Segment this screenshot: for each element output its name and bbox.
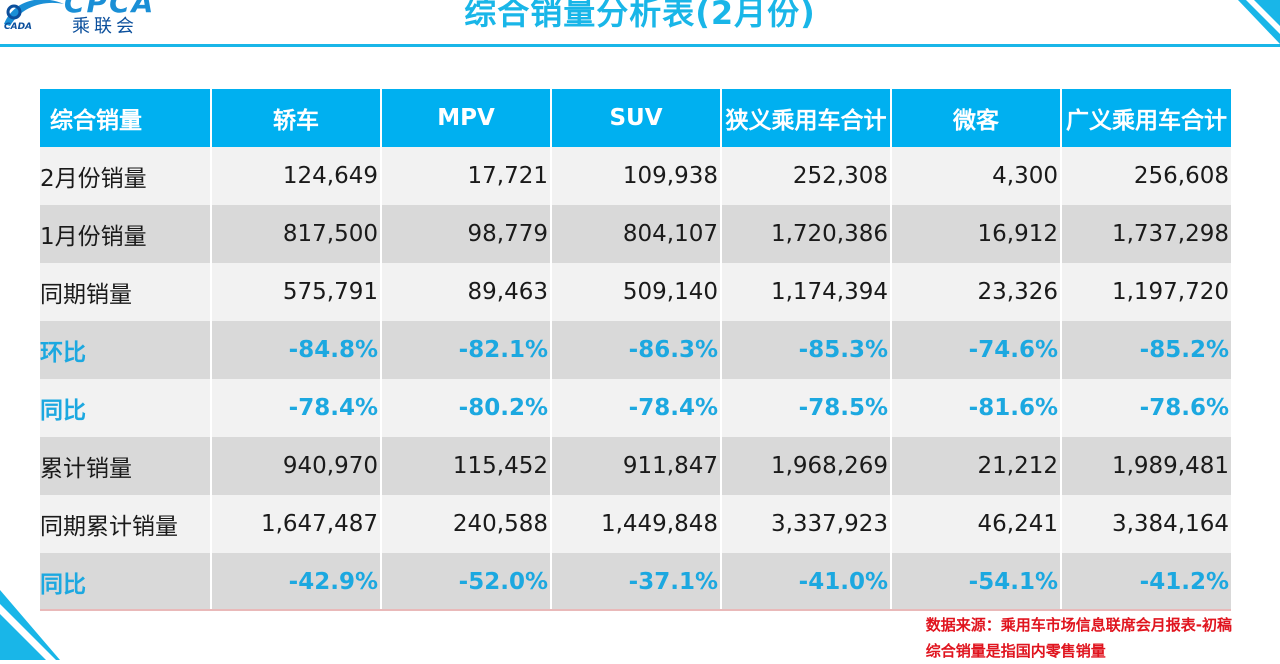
table-cell: -78.5% bbox=[721, 379, 892, 437]
column-header: 广义乘用车合计 bbox=[1061, 89, 1231, 147]
table-cell: 3,337,923 bbox=[721, 495, 892, 553]
cpca-logo: CPCA 乘联会 CADA bbox=[0, 0, 180, 40]
page-title: 综合销量分析表(2月份) bbox=[464, 0, 816, 32]
table-cell: 1,737,298 bbox=[1061, 205, 1231, 263]
table-row: 同期销量 575,791 89,463 509,140 1,174,394 23… bbox=[40, 263, 1231, 321]
corner-decoration-icon bbox=[0, 590, 60, 660]
row-label: 同期累计销量 bbox=[40, 495, 212, 553]
table-cell: -54.1% bbox=[891, 553, 1062, 611]
table-bottom-border bbox=[40, 609, 1231, 611]
table-cell: -41.2% bbox=[1061, 553, 1231, 611]
table-cell: -80.2% bbox=[381, 379, 552, 437]
row-label: 累计销量 bbox=[40, 437, 212, 495]
table-cell: -42.9% bbox=[211, 553, 382, 611]
row-label: 环比 bbox=[40, 321, 212, 379]
table-cell: 23,326 bbox=[891, 263, 1062, 321]
table-cell: -41.0% bbox=[721, 553, 892, 611]
table-row: 同比 -78.4% -80.2% -78.4% -78.5% -81.6% -7… bbox=[40, 379, 1231, 437]
row-label: 同期销量 bbox=[40, 263, 212, 321]
row-label: 1月份销量 bbox=[40, 205, 212, 263]
definition-note: 综合销量是指国内零售销量 bbox=[925, 642, 1106, 660]
logo-chinese-text: 乘联会 bbox=[72, 16, 138, 37]
table-cell: 817,500 bbox=[211, 205, 382, 263]
table-cell: 1,647,487 bbox=[211, 495, 382, 553]
table-row: 同比 -42.9% -52.0% -37.1% -41.0% -54.1% -4… bbox=[40, 553, 1231, 611]
table-cell: 98,779 bbox=[381, 205, 552, 263]
data-source-note: 数据来源：乘用车市场信息联席会月报表-初稿 bbox=[925, 616, 1232, 634]
logo-swoosh-icon bbox=[4, 0, 64, 26]
row-label: 同比 bbox=[40, 379, 212, 437]
table-cell: 4,300 bbox=[891, 147, 1062, 205]
table-cell: 17,721 bbox=[381, 147, 552, 205]
table-cell: -85.2% bbox=[1061, 321, 1231, 379]
table-cell: 115,452 bbox=[381, 437, 552, 495]
table-cell: 89,463 bbox=[381, 263, 552, 321]
table-cell: 1,174,394 bbox=[721, 263, 892, 321]
corner-decoration-icon bbox=[1238, 0, 1280, 44]
table-row: 累计销量 940,970 115,452 911,847 1,968,269 2… bbox=[40, 437, 1231, 495]
table-cell: -82.1% bbox=[381, 321, 552, 379]
header-divider bbox=[0, 44, 1280, 47]
table-cell: -37.1% bbox=[551, 553, 722, 611]
sales-analysis-table: 综合销量 轿车 MPV SUV 狭义乘用车合计 微客 广义乘用车合计 2月份销量… bbox=[40, 89, 1231, 611]
table-header-row: 综合销量 轿车 MPV SUV 狭义乘用车合计 微客 广义乘用车合计 bbox=[40, 89, 1231, 147]
table-row: 环比 -84.8% -82.1% -86.3% -85.3% -74.6% -8… bbox=[40, 321, 1231, 379]
table-cell: 124,649 bbox=[211, 147, 382, 205]
column-header: 狭义乘用车合计 bbox=[721, 89, 892, 147]
table-cell: 1,197,720 bbox=[1061, 263, 1231, 321]
page-header: CPCA 乘联会 CADA 综合销量分析表(2月份) bbox=[0, 0, 1280, 48]
column-header: 轿车 bbox=[211, 89, 382, 147]
logo-small-text: CADA bbox=[4, 22, 33, 32]
table-cell: 240,588 bbox=[381, 495, 552, 553]
table-row: 1月份销量 817,500 98,779 804,107 1,720,386 1… bbox=[40, 205, 1231, 263]
table-cell: -74.6% bbox=[891, 321, 1062, 379]
table-cell: 3,384,164 bbox=[1061, 495, 1231, 553]
table-cell: 109,938 bbox=[551, 147, 722, 205]
table-cell: 1,449,848 bbox=[551, 495, 722, 553]
table-cell: 509,140 bbox=[551, 263, 722, 321]
table-cell: 46,241 bbox=[891, 495, 1062, 553]
column-header: MPV bbox=[381, 89, 552, 147]
table-cell: -78.4% bbox=[211, 379, 382, 437]
table-row: 2月份销量 124,649 17,721 109,938 252,308 4,3… bbox=[40, 147, 1231, 205]
table-cell: -81.6% bbox=[891, 379, 1062, 437]
table-cell: 256,608 bbox=[1061, 147, 1231, 205]
table-cell: 911,847 bbox=[551, 437, 722, 495]
column-header: SUV bbox=[551, 89, 722, 147]
table-cell: 1,720,386 bbox=[721, 205, 892, 263]
table-cell: -85.3% bbox=[721, 321, 892, 379]
row-label: 2月份销量 bbox=[40, 147, 212, 205]
logo-latin-text: CPCA bbox=[64, 0, 156, 19]
table-cell: -78.6% bbox=[1061, 379, 1231, 437]
table-cell: 1,968,269 bbox=[721, 437, 892, 495]
column-header: 综合销量 bbox=[40, 89, 212, 147]
table-cell: -78.4% bbox=[551, 379, 722, 437]
table-cell: 575,791 bbox=[211, 263, 382, 321]
row-label: 同比 bbox=[40, 553, 212, 611]
table-cell: 940,970 bbox=[211, 437, 382, 495]
table-cell: -84.8% bbox=[211, 321, 382, 379]
table-cell: 21,212 bbox=[891, 437, 1062, 495]
table-row: 同期累计销量 1,647,487 240,588 1,449,848 3,337… bbox=[40, 495, 1231, 553]
column-header: 微客 bbox=[891, 89, 1062, 147]
table-cell: 252,308 bbox=[721, 147, 892, 205]
table-cell: 16,912 bbox=[891, 205, 1062, 263]
source-notes: 数据来源：乘用车市场信息联席会月报表-初稿 综合销量是指国内零售销量 bbox=[926, 612, 1232, 664]
table-cell: -52.0% bbox=[381, 553, 552, 611]
table-cell: 804,107 bbox=[551, 205, 722, 263]
table-cell: -86.3% bbox=[551, 321, 722, 379]
table-cell: 1,989,481 bbox=[1061, 437, 1231, 495]
